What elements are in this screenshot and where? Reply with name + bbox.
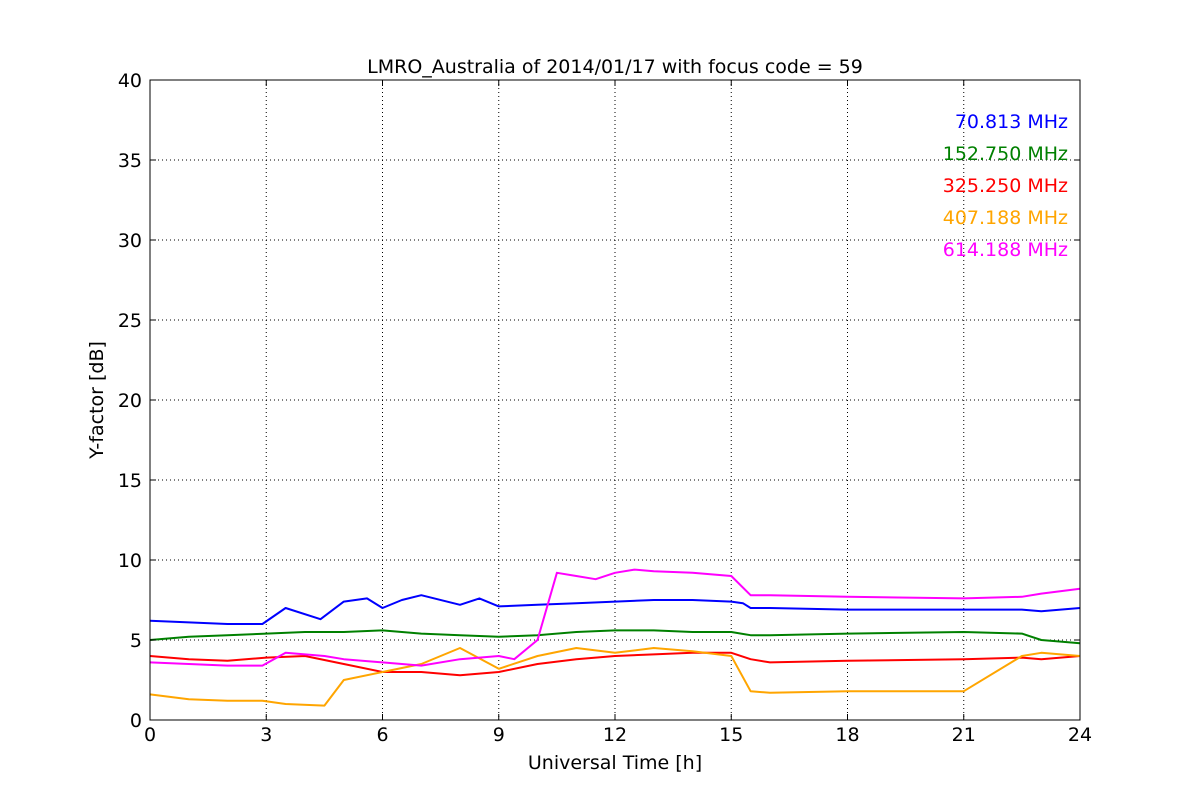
x-tick-label: 18 bbox=[835, 724, 859, 746]
x-tick-label: 3 bbox=[260, 724, 272, 746]
x-axis-label: Universal Time [h] bbox=[528, 752, 702, 774]
x-tick-label: 24 bbox=[1068, 724, 1092, 746]
y-tick-label: 20 bbox=[118, 390, 142, 412]
legend-entry-1: 70.813 MHz bbox=[955, 111, 1068, 133]
legend-entry-3: 325.250 MHz bbox=[943, 175, 1068, 197]
y-tick-label: 0 bbox=[130, 710, 142, 732]
legend-entry-5: 614.188 MHz bbox=[943, 239, 1068, 261]
legend-entry-4: 407.188 MHz bbox=[943, 207, 1068, 229]
x-tick-label: 0 bbox=[144, 724, 156, 746]
y-axis-label: Y-factor [dB] bbox=[86, 341, 108, 460]
series-line-2 bbox=[149, 629, 1081, 645]
grid bbox=[150, 80, 1080, 720]
series-line-1 bbox=[149, 594, 1081, 625]
y-tick-label: 30 bbox=[118, 230, 142, 252]
y-tick-label: 35 bbox=[118, 150, 142, 172]
x-tick-label: 12 bbox=[603, 724, 627, 746]
ticks: 0 3 6 9 12 15 18 21 24 0 5 10 15 20 25 30 35 40 bbox=[118, 70, 1092, 746]
series-line-3 bbox=[149, 651, 1081, 677]
legend: 70.813 MHz 152.750 MHz 325.250 MHz 407.188 … bbox=[943, 111, 1068, 261]
y-tick-label: 10 bbox=[118, 550, 142, 572]
series-line-4 bbox=[149, 647, 1081, 707]
x-tick-label: 21 bbox=[952, 724, 976, 746]
chart-title: LMRO_Australia of 2014/01/17 with focus … bbox=[367, 56, 863, 78]
x-tick-label: 15 bbox=[719, 724, 743, 746]
x-tick-label: 9 bbox=[493, 724, 505, 746]
x-tick-label: 6 bbox=[376, 724, 388, 746]
y-tick-label: 15 bbox=[118, 470, 142, 492]
legend-entry-2: 152.750 MHz bbox=[943, 143, 1068, 165]
y-tick-label: 25 bbox=[118, 310, 142, 332]
series-group bbox=[149, 568, 1081, 707]
y-tick-label: 5 bbox=[130, 630, 142, 652]
y-tick-label: 40 bbox=[118, 70, 142, 92]
series-line-5 bbox=[149, 568, 1081, 667]
